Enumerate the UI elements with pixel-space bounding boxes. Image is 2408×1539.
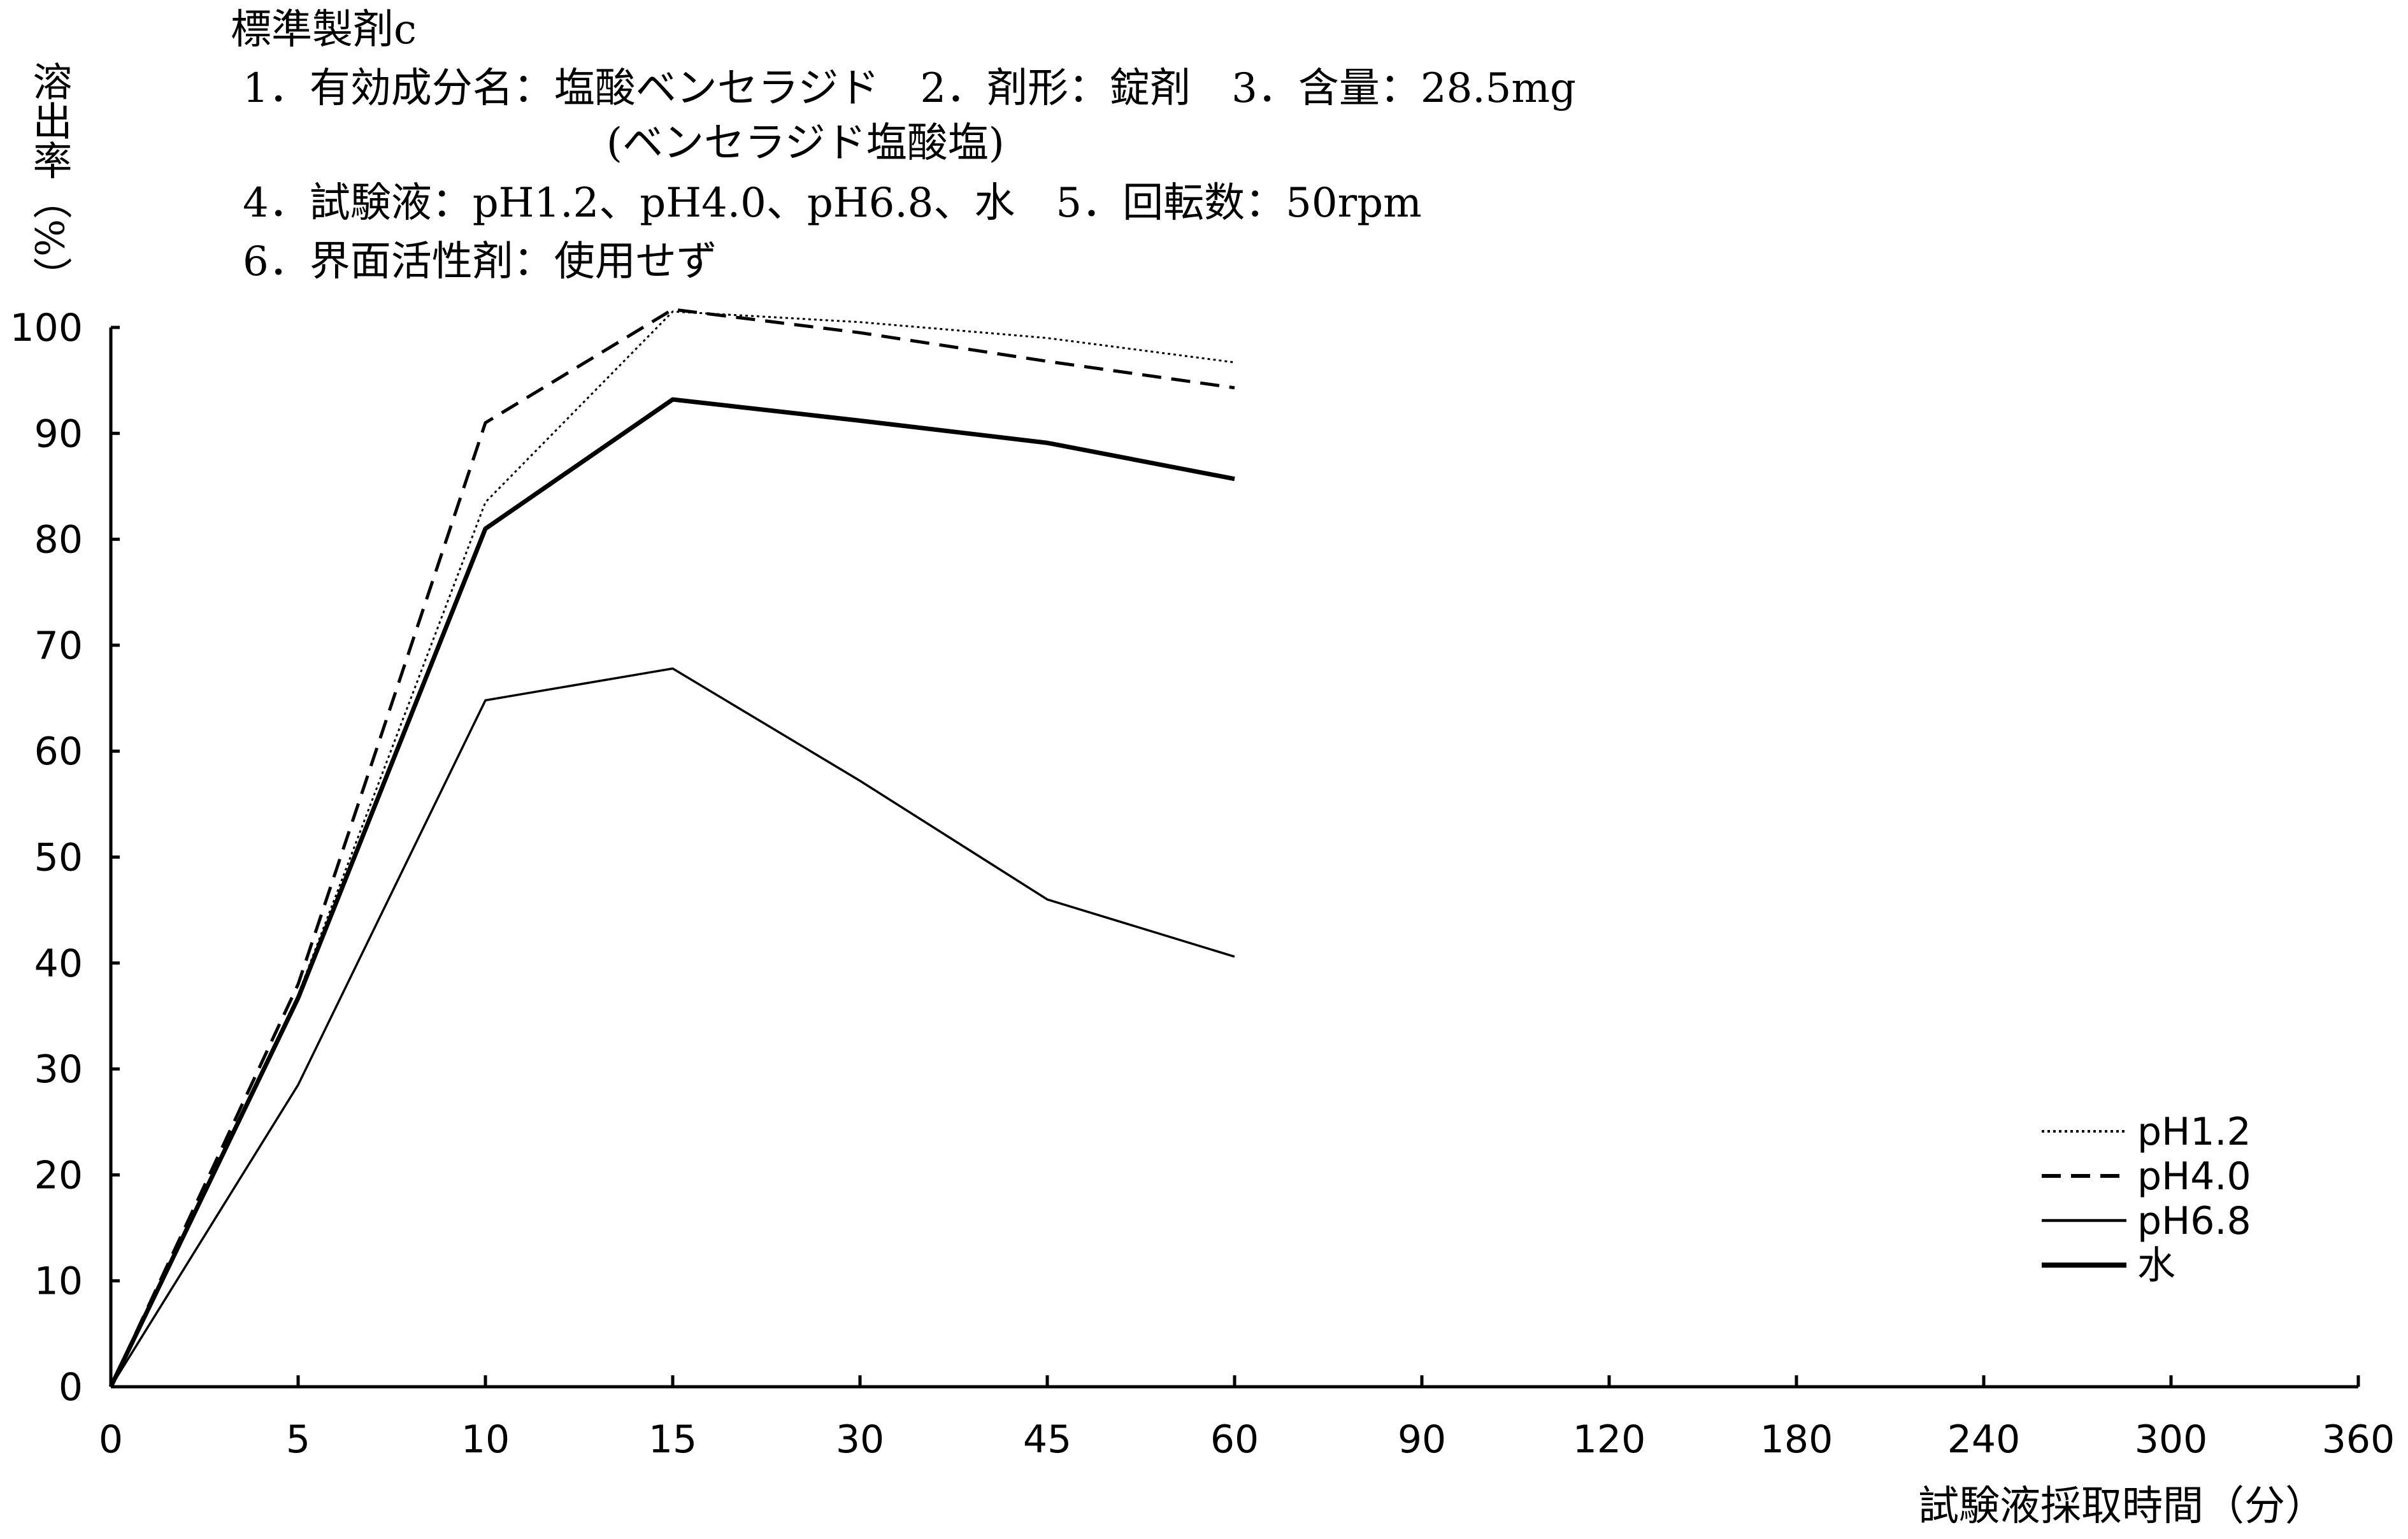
x-tick-label: 60 [1210, 1417, 1259, 1462]
legend-label: pH6.8 [2137, 1199, 2251, 1243]
x-tick-label: 90 [1398, 1417, 1446, 1462]
legend-label: 水 [2137, 1243, 2175, 1288]
y-tick-label: 70 [34, 624, 83, 668]
x-tick-label: 240 [1947, 1417, 2021, 1462]
series-line-pH4.0 [109, 308, 1235, 1388]
x-tick-label: 120 [1573, 1417, 1646, 1462]
x-tick-label: 30 [836, 1417, 884, 1462]
condition-line-1: 1．有効成分名：塩酸ベンセラジド 2．剤形：錠剤 3．含量：28.5mg [243, 65, 1576, 112]
y-tick-label: 100 [10, 306, 83, 350]
y-tick-label: 30 [34, 1047, 83, 1092]
series-line-水 [108, 397, 1235, 1388]
x-tick-label: 180 [1760, 1417, 1833, 1462]
condition-line-4: 6．界面活性剤：使用せず [243, 238, 717, 285]
x-tick-label: 10 [461, 1417, 510, 1462]
x-tick-label: 300 [2135, 1417, 2208, 1462]
x-tick-label: 45 [1023, 1417, 1071, 1462]
series-line-pH1.2 [110, 310, 1235, 1387]
y-tick-label: 0 [59, 1365, 83, 1410]
series-line-pH6.8 [110, 667, 1235, 1387]
y-tick-label: 50 [34, 836, 83, 880]
y-tick-label: 10 [34, 1259, 83, 1304]
condition-line-2: (ベンセラジド塩酸塩) [606, 120, 1005, 167]
condition-line-3: 4．試験液：pH1.2、pH4.0、pH6.8、水 5．回転数：50rpm [243, 180, 1422, 227]
y-tick-label: 80 [34, 518, 83, 562]
chart-title: 標準製剤c [231, 6, 417, 54]
y-tick-label: 40 [34, 941, 83, 986]
legend-label: pH4.0 [2137, 1154, 2251, 1199]
y-tick-label: 60 [34, 729, 83, 774]
x-tick-label: 360 [2322, 1417, 2395, 1462]
x-tick-label: 0 [99, 1417, 123, 1462]
legend-label: pH1.2 [2137, 1110, 2251, 1154]
y-tick-label: 90 [34, 412, 83, 456]
y-tick-label: 20 [34, 1153, 83, 1198]
x-axis-label: 試験液採取時間（分） [1918, 1483, 2326, 1530]
x-tick-label: 5 [286, 1417, 310, 1462]
y-axis-label: 溶出率（%） [26, 61, 73, 296]
x-tick-label: 15 [649, 1417, 697, 1462]
